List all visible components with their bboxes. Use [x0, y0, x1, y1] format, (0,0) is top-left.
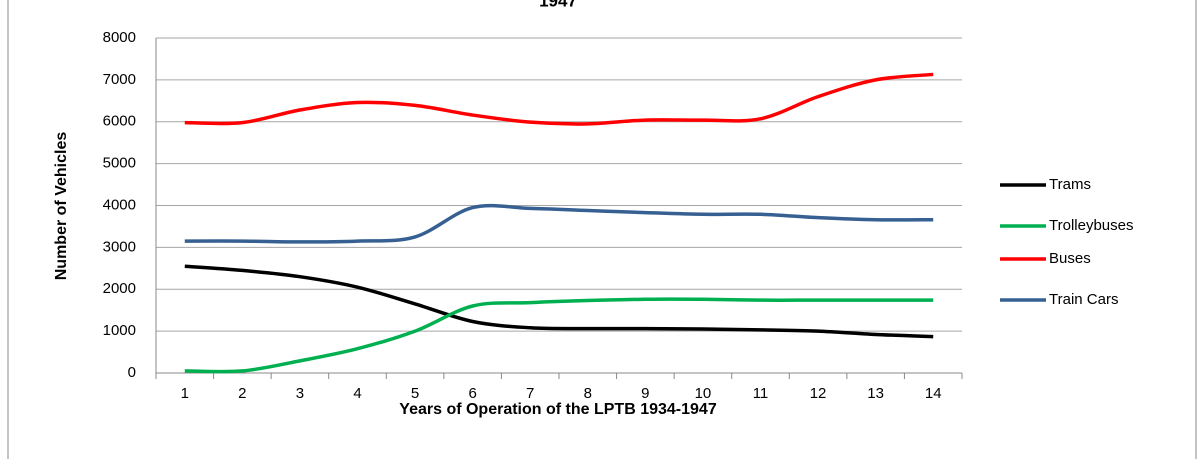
- series-line: [184, 203, 934, 244]
- y-tick-label: 0: [128, 364, 136, 381]
- x-tick-label: 1: [181, 385, 189, 402]
- x-tick-label: 4: [353, 385, 361, 402]
- x-tick-label: 8: [584, 385, 592, 402]
- x-tick-label: 11: [753, 385, 769, 402]
- y-tick-label: 5000: [103, 155, 136, 172]
- y-tick-label: 1000: [103, 322, 136, 339]
- y-axis-label: Number of Vehicles: [53, 132, 70, 281]
- y-tick-label: 6000: [103, 113, 136, 130]
- series-line: [184, 264, 934, 339]
- chart-title: 1947: [539, 0, 577, 10]
- legend-label: Buses: [1049, 250, 1091, 267]
- legend-label: Trolleybuses: [1049, 217, 1133, 234]
- x-tick-label: 2: [238, 385, 246, 402]
- series-line: [184, 72, 934, 126]
- x-tick-label: 12: [810, 385, 827, 402]
- x-tick-label: 5: [411, 385, 419, 402]
- y-tick-label: 3000: [103, 238, 136, 255]
- chart-frame: [7, 0, 1197, 459]
- legend-label: Train Cars: [1049, 291, 1118, 308]
- legend-label: Trams: [1049, 176, 1091, 193]
- x-tick-label: 3: [296, 385, 304, 402]
- y-tick-label: 2000: [103, 280, 136, 297]
- y-tick-label: 4000: [103, 196, 136, 213]
- y-tick-label: 8000: [103, 29, 136, 46]
- x-tick-label: 6: [468, 385, 476, 402]
- x-tick-label: 10: [695, 385, 712, 402]
- y-tick-label: 7000: [103, 71, 136, 88]
- x-tick-label: 7: [526, 385, 534, 402]
- x-tick-label: 9: [641, 385, 649, 402]
- series-line: [184, 297, 934, 374]
- x-tick-label: 13: [867, 385, 884, 402]
- x-axis-label: Years of Operation of the LPTB 1934-1947: [399, 401, 717, 418]
- x-tick-label: 14: [925, 385, 942, 402]
